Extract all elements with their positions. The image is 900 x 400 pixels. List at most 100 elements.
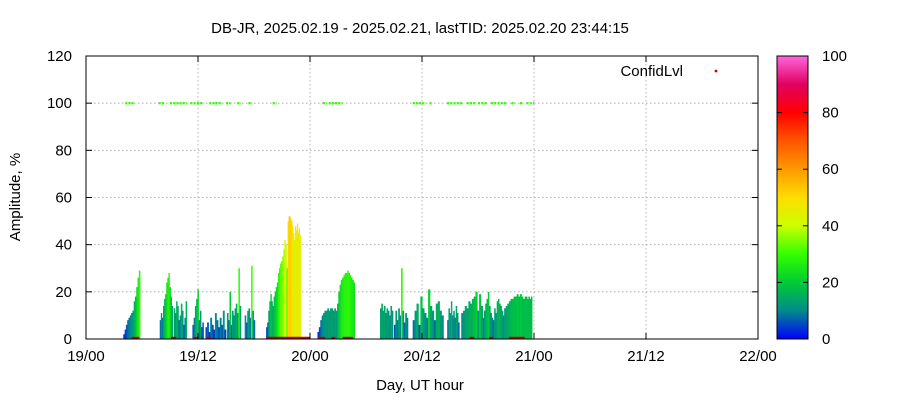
amplitude-bar: [345, 272, 348, 339]
amplitude-bar: [385, 313, 387, 339]
amplitude-bar: [285, 244, 287, 339]
amplitude-bar: [338, 291, 340, 339]
amplitude-bar: [401, 268, 403, 339]
amplitude-bar: [505, 305, 508, 339]
amplitude-bar: [353, 282, 356, 339]
amplitude-bar: [208, 331, 211, 339]
chart-title: DB-JR, 2025.02.19 - 2025.02.21, lastTID:…: [211, 20, 629, 37]
amplitude-bar: [464, 305, 467, 339]
amplitude-bar: [318, 327, 321, 339]
amplitude-bar: [389, 315, 391, 339]
amplitude-bar: [323, 313, 325, 339]
amplitude-bar: [134, 296, 137, 339]
amplitude-bar: [297, 232, 300, 339]
y-tick-label: 60: [55, 190, 72, 207]
amplitude-bar: [123, 334, 125, 339]
amplitude-bar: [224, 329, 227, 339]
amplitude-bar: [340, 280, 343, 339]
amplitude-bar: [477, 310, 480, 339]
amplitude-bar: [219, 317, 222, 339]
amplitude-bar: [163, 305, 165, 339]
amplitude-bar: [330, 308, 332, 339]
amplitude-bar: [185, 301, 188, 339]
amplitude-bar: [327, 308, 329, 339]
amplitude-bar: [173, 308, 176, 339]
amplitude-bar: [247, 310, 249, 339]
x-tick-label: 19/00: [67, 348, 105, 365]
amplitude-bar: [394, 324, 396, 339]
amplitude-bar: [199, 310, 202, 339]
amplitude-bar: [211, 324, 214, 339]
amplitude-bar: [462, 310, 466, 339]
amplitude-bar: [414, 310, 417, 339]
amplitude-bar: [218, 327, 220, 339]
amplitude-bar: [405, 313, 407, 339]
amplitude-bar: [343, 275, 345, 339]
amplitude-bar: [293, 232, 295, 339]
amplitude-bar: [485, 303, 487, 339]
amplitude-bar: [439, 310, 442, 339]
amplitude-bar: [431, 310, 435, 339]
amplitude-bar: [487, 291, 490, 339]
amplitude-bar: [515, 296, 518, 339]
amplitude-bar: [131, 313, 133, 339]
amplitude-bar: [351, 277, 353, 339]
amplitude-bar: [230, 324, 233, 339]
amplitude-bar: [205, 327, 208, 339]
amplitude-bar: [428, 289, 431, 339]
x-tick-label: 22/00: [739, 348, 777, 365]
amplitude-bar: [527, 298, 529, 339]
amplitude-bar: [182, 310, 184, 339]
amplitude-bar: [489, 305, 491, 339]
amplitude-bar: [125, 324, 128, 339]
amplitude-bar: [274, 291, 277, 339]
amplitude-bar: [390, 305, 393, 339]
y-tick-label: 0: [64, 331, 72, 348]
amplitude-bar: [295, 225, 297, 339]
amplitude-bar: [512, 298, 514, 339]
amplitude-bar: [530, 296, 533, 339]
colorbar-tick-label: 0: [822, 331, 830, 348]
amplitude-bar: [334, 308, 336, 339]
amplitude-bar: [453, 310, 455, 339]
amplitude-bar: [233, 315, 235, 339]
amplitude-bar: [433, 320, 437, 339]
amplitude-bar: [216, 320, 219, 339]
amplitude-bar: [268, 310, 270, 339]
amplitude-bar: [482, 317, 485, 339]
amplitude-bar: [168, 272, 170, 339]
amplitude-bar: [298, 228, 301, 339]
amplitude-bar: [347, 270, 349, 339]
amplitude-bar: [416, 303, 419, 339]
amplitude-bar: [518, 296, 521, 339]
amplitude-bar: [324, 310, 327, 339]
amplitude-bar: [124, 329, 127, 339]
amplitude-bars: [123, 216, 533, 339]
amplitude-bar: [490, 313, 492, 339]
amplitude-bar: [437, 301, 440, 339]
amplitude-bar: [349, 275, 352, 339]
x-ticks: 19/00 19/12 20/00 20/12 21/00 21/12 22/00: [67, 56, 777, 365]
amplitude-bar: [321, 315, 324, 339]
amplitude-bar: [513, 296, 516, 339]
amplitude-bar: [193, 317, 196, 339]
amplitude-bar: [337, 303, 339, 339]
amplitude-bar: [249, 317, 252, 339]
amplitude-bar: [226, 313, 229, 339]
amplitude-bar: [521, 296, 524, 339]
amplitude-bar: [339, 284, 342, 339]
colorbar-tick-label: 100: [822, 48, 847, 65]
amplitude-bar: [286, 268, 288, 339]
x-tick-label: 20/12: [403, 348, 441, 365]
y-tick-label: 100: [47, 95, 72, 112]
amplitude-bar: [501, 310, 504, 339]
amplitude-bar: [473, 296, 476, 339]
amplitude-bar: [466, 308, 469, 339]
amplitude-bar: [494, 308, 496, 339]
amplitude-bar: [136, 287, 138, 339]
amplitude-bar: [450, 301, 453, 339]
amplitude-bar: [133, 301, 136, 339]
amplitude-bar: [435, 303, 438, 339]
amplitude-bar: [192, 324, 194, 339]
